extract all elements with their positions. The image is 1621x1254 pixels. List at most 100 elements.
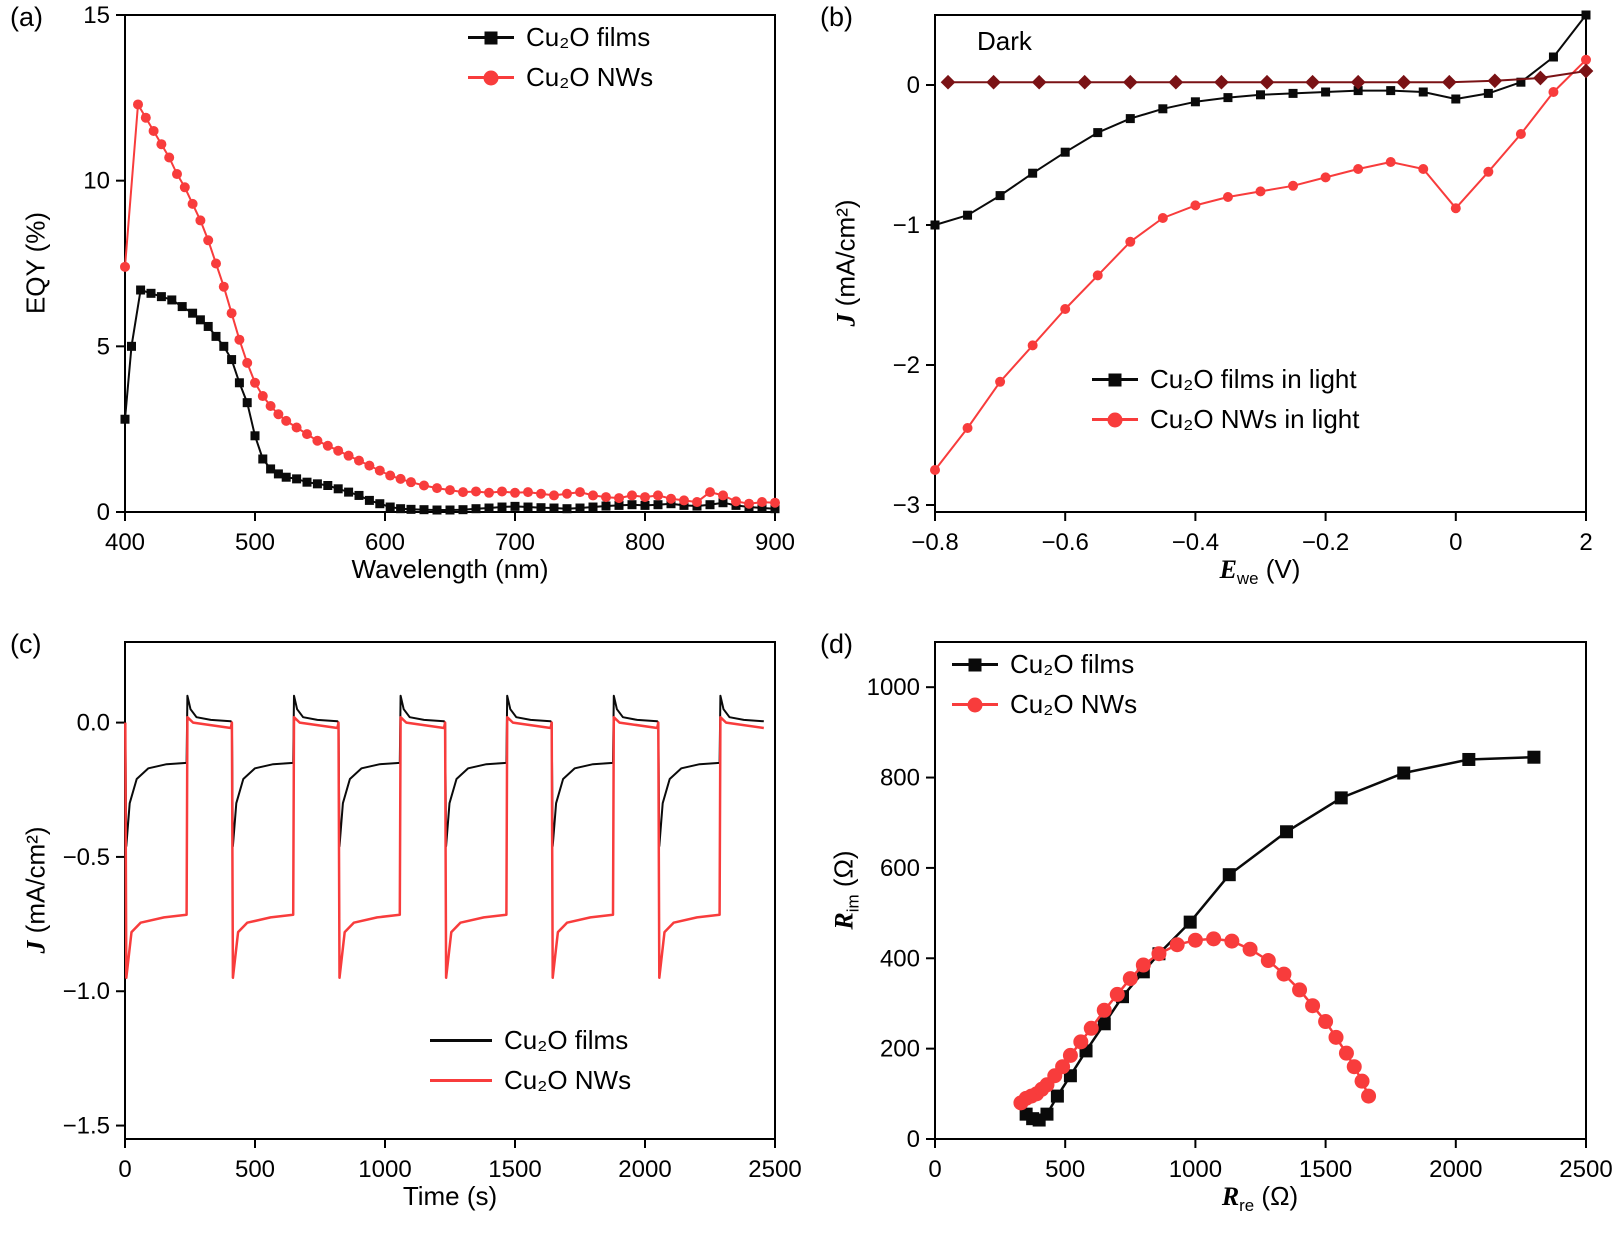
y-axis-label: EQY (%) <box>20 211 51 315</box>
x-tick-label: 1500 <box>488 1156 541 1183</box>
y-tick-label: −1.5 <box>63 1113 110 1140</box>
legend-item-films-light: Cu₂O films in light <box>1092 364 1359 395</box>
x-tick-label: 1000 <box>1169 1156 1222 1183</box>
line-swatch <box>1092 373 1138 386</box>
line-swatch <box>430 1079 492 1082</box>
legend-item-nws: Cu₂O NWs <box>468 62 653 93</box>
series-1 <box>124 715 764 980</box>
line-swatch <box>952 697 998 712</box>
plot-frame <box>934 641 1587 1140</box>
x-tick-label: 700 <box>495 529 535 556</box>
series-1 <box>930 54 1591 475</box>
x-tick-label: 2 <box>1579 529 1592 556</box>
chart-d-canvas: 0 500 1000 1500 2000 2500 0 200 400 600 800 1000 <box>867 641 1613 1183</box>
panel-c-label: (c) <box>10 629 42 659</box>
line-swatch <box>468 70 514 85</box>
series-1 <box>1013 931 1377 1111</box>
x-tick-label: 600 <box>365 529 405 556</box>
y-tick-label: −1.0 <box>63 978 110 1005</box>
legend-item-nws: Cu₂O NWs <box>952 689 1137 720</box>
x-tick-label: −0.8 <box>911 529 958 556</box>
x-tick-label: 0 <box>1449 529 1462 556</box>
y-tick-label: 200 <box>880 1036 920 1063</box>
y-tick-label: 0 <box>97 499 110 526</box>
legend-label: Cu₂O films <box>504 1025 629 1055</box>
legend-label: Cu₂O NWs <box>504 1065 632 1095</box>
chart-a-canvas: 400 500 600 700 800 900 0 5 10 15 <box>83 2 795 556</box>
series-0 <box>930 10 1591 230</box>
x-tick-label: −0.4 <box>1172 529 1219 556</box>
line-swatch <box>468 31 514 44</box>
x-tick-label: 1500 <box>1299 1156 1352 1183</box>
legend-label: Cu₂O films in light <box>1150 364 1357 394</box>
legend-label: Cu₂O films <box>526 22 651 52</box>
y-tick-label: 0 <box>907 1126 920 1153</box>
square-marker-icon <box>484 31 498 44</box>
x-tick-label: 2000 <box>1429 1156 1482 1183</box>
chart-c-canvas: 0 500 1000 1500 2000 2500 0.0 −0.5 −1.0 −1.5 <box>63 641 802 1183</box>
y-axis-label: J (mA/cm²) <box>20 826 51 954</box>
x-axis-label: Wavelength (nm) <box>351 554 549 584</box>
legend-item-films: Cu₂O films <box>468 22 653 53</box>
legend-label: Cu₂O films <box>1010 649 1135 679</box>
y-axis-label: J (mA/cm²) <box>830 199 861 327</box>
y-tick-label: −0.5 <box>63 844 110 871</box>
panel-c: 0 500 1000 1500 2000 2500 0.0 −0.5 −1.0 −1.5 (c) … <box>0 627 810 1254</box>
legend-a: Cu₂O films Cu₂O NWs <box>468 22 653 93</box>
panel-b: −0.8 −0.6 −0.4 −0.2 0 2 0 −1 −2 −3 (b) J (mA/cm²)… <box>810 0 1621 627</box>
x-axis-label: Rre (Ω) <box>1221 1181 1299 1216</box>
legend-label: Cu₂O NWs in light <box>1150 404 1360 434</box>
x-tick-label: 2000 <box>618 1156 671 1183</box>
x-tick-label: 1000 <box>358 1156 411 1183</box>
legend-item-nws-light: Cu₂O NWs in light <box>1092 404 1359 435</box>
y-tick-label: 800 <box>880 765 920 792</box>
y-tick-label: 400 <box>880 945 920 972</box>
legend-item-films: Cu₂O films <box>952 649 1137 680</box>
legend-label: Cu₂O NWs <box>1010 689 1138 719</box>
y-tick-label: 15 <box>83 2 110 29</box>
panel-a: 400 500 600 700 800 900 0 5 10 15 (a) EQY (%) Wav… <box>0 0 810 627</box>
legend-item-nws: Cu₂O NWs <box>430 1065 631 1096</box>
x-tick-label: −0.2 <box>1302 529 1349 556</box>
legend-c: Cu₂O films Cu₂O NWs <box>430 1025 631 1096</box>
line-swatch <box>430 1039 492 1042</box>
legend-item-films: Cu₂O films <box>430 1025 631 1056</box>
plot-frame <box>934 14 1587 513</box>
legend-d: Cu₂O films Cu₂O NWs <box>952 649 1137 720</box>
line-swatch <box>1092 412 1138 427</box>
y-tick-label: 0.0 <box>77 710 110 737</box>
y-tick-label: −3 <box>893 492 920 519</box>
y-tick-label: 5 <box>97 333 110 360</box>
line-swatch <box>952 658 998 671</box>
x-axis-label: Ewe (V) <box>1219 554 1301 589</box>
square-marker-icon <box>968 658 982 671</box>
square-marker-icon <box>1108 373 1122 386</box>
circle-marker-icon <box>483 70 499 85</box>
circle-marker-icon <box>967 697 983 712</box>
x-tick-label: 800 <box>625 529 665 556</box>
series-0 <box>120 285 780 515</box>
panel-a-label: (a) <box>10 2 43 32</box>
series-0 <box>1019 750 1541 1127</box>
series-2 <box>940 63 1594 90</box>
plot-frame <box>124 14 776 513</box>
panel-d: 0 500 1000 1500 2000 2500 0 200 400 600 800 1000 (d… <box>810 627 1621 1254</box>
dark-annotation: Dark <box>977 26 1032 56</box>
panel-d-label: (d) <box>820 629 853 659</box>
y-tick-label: 600 <box>880 855 920 882</box>
x-tick-label: 500 <box>235 1156 275 1183</box>
x-tick-label: 0 <box>118 1156 131 1183</box>
y-tick-label: −2 <box>893 352 920 379</box>
x-axis-label: Time (s) <box>402 1181 498 1211</box>
y-tick-label: 0 <box>907 72 920 99</box>
x-tick-label: 500 <box>235 529 275 556</box>
legend-b: Cu₂O films in light Cu₂O NWs in light <box>1092 364 1359 435</box>
x-tick-label: 900 <box>755 529 795 556</box>
y-tick-label: 1000 <box>867 674 920 701</box>
y-axis-label: Rim (Ω) <box>828 850 863 930</box>
x-tick-label: −0.6 <box>1042 529 1089 556</box>
y-tick-label: −1 <box>893 212 920 239</box>
chart-b-canvas: −0.8 −0.6 −0.4 −0.2 0 2 0 −1 −2 −3 <box>893 10 1594 556</box>
circle-marker-icon <box>1107 412 1123 427</box>
